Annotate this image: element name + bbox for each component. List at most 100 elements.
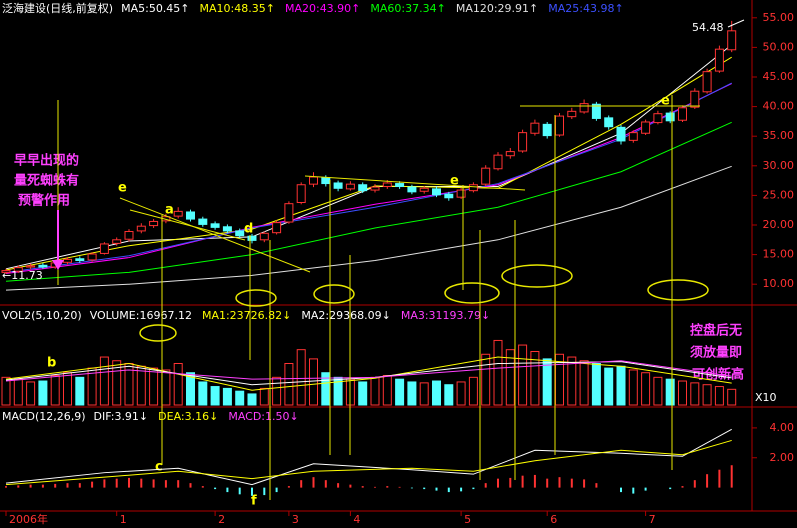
volume-bar [432, 380, 441, 406]
y-tick-label: 4.00 [770, 421, 795, 434]
candle-body [272, 222, 282, 234]
indicator-label: DIF:3.91↓ [94, 410, 149, 423]
volume-bar [579, 360, 589, 406]
highlight-ellipse [501, 264, 573, 288]
indicator-label: DEA:3.16↓ [158, 410, 218, 423]
ma-line [5, 165, 732, 291]
candle-body [432, 188, 441, 196]
x-tick-label: 4 [353, 513, 360, 526]
y-tick-label: 40.00 [763, 100, 795, 113]
highlight-ellipse [313, 284, 355, 304]
volume-bar [444, 384, 454, 406]
max-pointer [727, 19, 745, 28]
annotation: ←11.73 [2, 269, 43, 282]
volume-bar [407, 381, 417, 406]
volume-bar [309, 358, 318, 406]
indicator-label: MA120:29.91↑ [456, 2, 538, 15]
candle-body [99, 243, 109, 254]
candle-body [579, 103, 589, 113]
volume-bar [161, 369, 171, 406]
candle-body [173, 210, 183, 217]
candle-body [38, 264, 48, 268]
indicator-label: MA2:29368.09↓ [301, 309, 390, 322]
candle-body [222, 226, 232, 232]
x-tick-label: 1 [120, 513, 127, 526]
y-tick-label: 10.00 [763, 277, 795, 290]
indicator-label: MA10:48.35↑ [200, 2, 275, 15]
unit-label: X10 [755, 391, 777, 404]
x-tick-label: 3 [292, 513, 299, 526]
volume-bar [567, 356, 577, 406]
candle-body [309, 176, 318, 185]
x-tick-label: 2 [218, 513, 225, 526]
candle-body [198, 218, 208, 225]
annotation: c [155, 460, 163, 475]
candle-body [690, 90, 700, 108]
candle-body [665, 112, 675, 122]
candle-body [75, 258, 85, 262]
y-tick-label: 45.00 [763, 70, 795, 83]
highlight-ellipse [444, 282, 500, 304]
candle-body [321, 177, 331, 185]
x-tick-label: 5 [464, 513, 471, 526]
volume-bar [591, 363, 601, 406]
candle-body [345, 183, 355, 190]
volume-bar [628, 369, 638, 406]
volume-bar [690, 382, 700, 406]
volume-bar [604, 367, 614, 406]
volume-bar [222, 387, 232, 406]
y-tick-label: 35.00 [763, 129, 795, 142]
candle-body [641, 121, 651, 134]
candle-body [63, 258, 72, 263]
annotation: 预警作用 [18, 193, 70, 209]
volume-bar [518, 344, 528, 406]
indicator-label: VOLUME:16967.12 [90, 309, 192, 322]
annotation: e [118, 181, 127, 196]
trend-line [129, 209, 246, 241]
volume-bar [395, 378, 405, 406]
candle-body [87, 253, 97, 261]
candle-body [247, 235, 257, 241]
ma-line [5, 360, 732, 382]
candle-body [542, 123, 552, 137]
candle-body [702, 71, 712, 93]
volume-bar [481, 353, 491, 406]
trend-line [304, 175, 526, 191]
volume-bar [136, 365, 146, 406]
volume-bar [75, 376, 85, 406]
annotation: 早早出现的 [14, 153, 79, 169]
volume-bar [702, 384, 712, 406]
candle-body [727, 30, 737, 51]
highlight-ellipse [647, 279, 709, 301]
volume-bar [370, 376, 380, 406]
candle-body [481, 167, 491, 185]
candle-body [1, 270, 11, 273]
annotation-arrowhead [52, 260, 64, 270]
candle-body [419, 187, 429, 192]
candle-body [235, 230, 245, 237]
indicator-label: MA3:31193.79↓ [401, 309, 490, 322]
y-tick-label: 2.00 [770, 451, 795, 464]
volume-bar [50, 374, 60, 406]
annotation: a [165, 203, 174, 218]
ma-line [5, 121, 732, 282]
volume-bar [456, 381, 466, 406]
volume-bar [678, 380, 687, 406]
indicator-label: MA1:23726.82↓ [202, 309, 291, 322]
ma-line [5, 428, 732, 486]
candle-body [333, 182, 343, 189]
candle-body [136, 225, 146, 232]
annotation: b [47, 356, 56, 371]
volume-bar [616, 365, 626, 406]
volume-bar [247, 393, 257, 406]
candle-body [493, 154, 503, 170]
candle-body [13, 267, 23, 272]
volume-bar [26, 381, 36, 406]
annotation: e [450, 174, 459, 189]
volume-bar [186, 372, 195, 406]
x-tick-label: 6 [550, 513, 557, 526]
candle-body [395, 183, 405, 188]
panel-title: MACD(12,26,9) [2, 410, 86, 423]
